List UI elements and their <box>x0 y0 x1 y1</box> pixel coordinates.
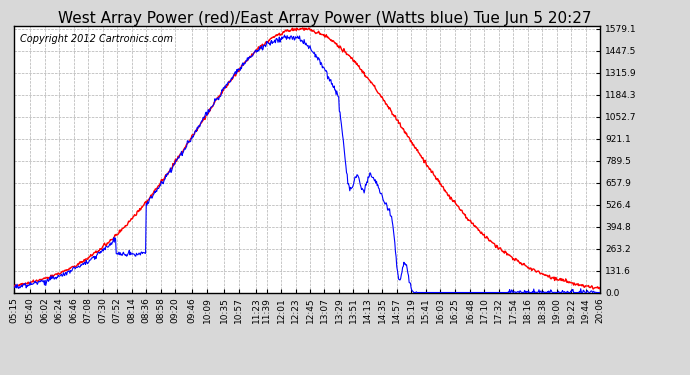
Text: Copyright 2012 Cartronics.com: Copyright 2012 Cartronics.com <box>19 34 172 44</box>
Text: West Array Power (red)/East Array Power (Watts blue) Tue Jun 5 20:27: West Array Power (red)/East Array Power … <box>57 11 591 26</box>
